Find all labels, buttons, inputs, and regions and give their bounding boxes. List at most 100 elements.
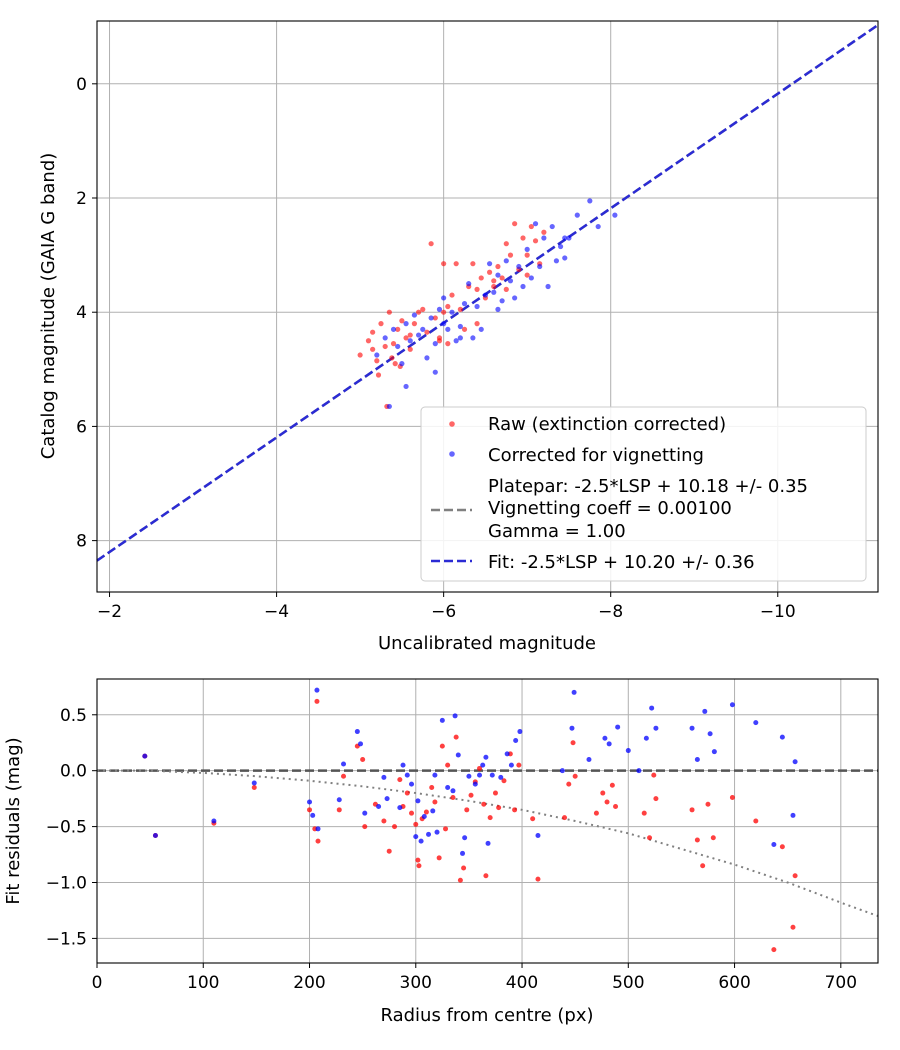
bot-point-raw xyxy=(609,782,615,788)
legend-raw-label: Raw (extinction corrected) xyxy=(488,414,726,435)
bot-point-raw xyxy=(562,815,568,821)
bot-point-raw xyxy=(647,835,653,841)
top-point-raw xyxy=(445,303,451,310)
bot-point-corrected xyxy=(310,812,316,818)
top-point-corrected xyxy=(474,303,480,310)
legend-vignetting-label: Vignetting coeff = 0.00100 xyxy=(488,498,732,519)
top-point-raw xyxy=(528,223,534,230)
top-point-raw xyxy=(424,329,430,335)
bot-point-corrected xyxy=(535,833,541,839)
bot-point-raw xyxy=(535,876,541,882)
bot-point-raw xyxy=(689,807,695,813)
bot-point-corrected xyxy=(418,838,424,844)
bot-point-raw xyxy=(753,818,759,824)
top-point-corrected xyxy=(470,335,476,341)
bot-point-raw xyxy=(641,810,647,816)
top-point-raw xyxy=(428,241,434,247)
top-point-corrected xyxy=(403,383,409,390)
legend-raw-marker xyxy=(449,421,455,427)
bot-point-raw xyxy=(457,877,463,883)
bot-point-corrected xyxy=(513,737,519,743)
top-y-tick-label: 6 xyxy=(76,417,87,437)
bot-point-corrected xyxy=(477,772,483,778)
bot-point-corrected xyxy=(753,720,759,726)
legend-gamma-label: Gamma = 1.00 xyxy=(488,521,626,542)
top-point-raw xyxy=(449,292,455,298)
bot-point-corrected xyxy=(354,729,360,735)
bot-point-raw xyxy=(413,821,419,827)
bot-point-corrected xyxy=(649,705,655,711)
bot-point-corrected xyxy=(489,772,495,778)
legend-corrected-label: Corrected for vignetting xyxy=(488,445,704,466)
bot-point-raw xyxy=(600,790,606,796)
top-point-corrected xyxy=(491,289,497,295)
top-point-corrected xyxy=(441,321,447,327)
top-point-corrected xyxy=(449,309,455,315)
top-point-corrected xyxy=(386,403,392,410)
top-point-corrected xyxy=(453,338,459,344)
bot-x-tick-label: 100 xyxy=(187,973,219,993)
top-point-raw xyxy=(503,241,509,247)
top-point-corrected xyxy=(537,263,543,270)
top-point-corrected xyxy=(532,221,539,227)
top-point-corrected xyxy=(478,326,484,332)
top-x-tick-label: −10 xyxy=(760,602,796,622)
bot-point-corrected xyxy=(792,759,798,765)
bot-point-corrected xyxy=(307,799,313,805)
top-point-corrected xyxy=(466,281,472,287)
bot-point-corrected xyxy=(432,772,438,778)
bot-point-raw xyxy=(381,818,387,824)
top-point-corrected xyxy=(587,198,593,204)
top-point-raw xyxy=(399,318,405,324)
top-point-corrected xyxy=(411,312,418,318)
top-point-corrected xyxy=(428,315,434,321)
top-point-corrected xyxy=(486,261,493,267)
top-point-corrected xyxy=(595,223,601,230)
legend-platepar-label: Platepar: -2.5*LSP + 10.18 +/- 0.35 xyxy=(488,476,808,497)
top-y-axis-label: Catalog magnitude (GAIA G band) xyxy=(38,153,59,460)
top-x-tick-label: −2 xyxy=(97,602,122,622)
top-point-raw xyxy=(474,286,480,292)
top-x-axis-label: Uncalibrated magnitude xyxy=(378,633,596,654)
bot-point-raw xyxy=(566,781,572,787)
bot-point-raw xyxy=(570,740,576,746)
bot-y-tick-label: 0.5 xyxy=(60,706,87,726)
top-points xyxy=(357,198,618,410)
top-point-corrected xyxy=(436,306,443,312)
top-point-corrected xyxy=(528,275,534,281)
top-point-corrected xyxy=(562,235,568,241)
bot-x-tick-label: 700 xyxy=(825,973,857,993)
bot-point-corrected xyxy=(711,749,717,755)
top-point-corrected xyxy=(524,246,530,252)
bot-point-corrected xyxy=(504,751,510,757)
bottom-ticks: 0 100 200 300 400 500 600 700 0.5 0.0 −0.5 −1.0 −1.5 xyxy=(46,706,857,993)
top-point-corrected xyxy=(407,338,413,344)
top-point-raw xyxy=(375,372,382,378)
top-point-raw xyxy=(392,361,398,367)
top-point-raw xyxy=(420,306,426,312)
bot-point-corrected xyxy=(376,803,382,809)
top-point-raw xyxy=(524,272,530,278)
top-point-corrected xyxy=(499,298,505,304)
top-point-raw xyxy=(474,321,480,327)
bot-point-raw xyxy=(487,815,493,821)
bot-point-corrected xyxy=(653,725,659,731)
legend-fit-label: Fit: -2.5*LSP + 10.20 +/- 0.36 xyxy=(488,552,755,573)
bot-point-corrected xyxy=(314,687,320,693)
bot-point-raw xyxy=(439,743,445,749)
bot-point-raw xyxy=(613,803,619,809)
top-point-raw xyxy=(370,346,376,352)
bot-y-tick-label: −1.0 xyxy=(46,873,87,893)
top-point-corrected xyxy=(457,323,463,330)
bot-point-corrected xyxy=(602,735,608,741)
bot-point-corrected xyxy=(315,826,321,832)
bot-point-raw xyxy=(468,792,474,798)
bot-x-tick-label: 500 xyxy=(612,973,644,993)
top-point-raw xyxy=(524,252,530,258)
top-point-raw xyxy=(386,309,392,315)
bot-y-tick-label: 0.0 xyxy=(60,762,87,782)
bot-point-raw xyxy=(315,838,321,844)
top-point-corrected xyxy=(461,301,468,307)
top-point-raw xyxy=(390,341,397,347)
top-point-raw xyxy=(432,315,438,321)
